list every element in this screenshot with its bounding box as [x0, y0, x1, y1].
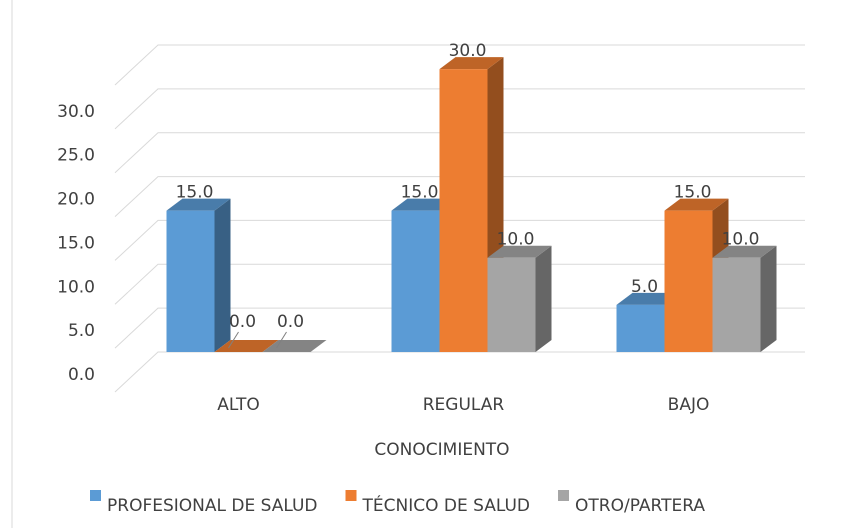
data-label: 10.0 — [497, 230, 535, 250]
y-tick-label: 30.0 — [57, 102, 95, 122]
data-label: 15.0 — [176, 183, 214, 203]
legend-swatch — [345, 490, 357, 501]
y-tick-label: 0.0 — [68, 365, 95, 385]
bar-top — [487, 245, 552, 258]
grid-line — [114, 351, 805, 393]
grid-line — [114, 219, 805, 261]
bar-top — [166, 198, 231, 211]
x-tick-label: REGULAR — [423, 395, 505, 415]
grid-line — [114, 263, 805, 305]
x-tick-label: ALTO — [217, 395, 260, 415]
y-tick-label: 5.0 — [68, 321, 95, 341]
grid-line — [114, 132, 805, 174]
bar-top — [664, 198, 729, 211]
data-label: 30.0 — [449, 41, 487, 61]
data-label: 10.0 — [722, 230, 760, 250]
data-label: 15.0 — [674, 183, 712, 203]
label-leader — [276, 331, 287, 349]
y-tick-label: 25.0 — [57, 146, 95, 166]
bar-front — [391, 210, 440, 352]
bar-side — [760, 245, 777, 352]
x-tick-label: BAJO — [668, 395, 710, 415]
bar — [487, 245, 552, 352]
y-tick-label: 20.0 — [57, 190, 95, 210]
bar — [214, 340, 279, 352]
bar-front — [487, 257, 536, 352]
bar-side — [535, 245, 552, 352]
data-label: 0.0 — [229, 312, 256, 332]
bar — [166, 198, 231, 352]
data-label: 5.0 — [631, 277, 658, 297]
data-label: 15.0 — [401, 183, 439, 203]
bar-front — [664, 210, 713, 352]
legend-label: OTRO/PARTERA — [575, 496, 705, 516]
grid-line — [114, 176, 805, 217]
bar-top — [439, 57, 504, 70]
bar-front — [439, 69, 488, 353]
bar-front — [712, 257, 761, 352]
y-tick-label: 15.0 — [57, 233, 95, 253]
legend-swatch — [558, 490, 570, 501]
bar-top — [712, 245, 777, 258]
data-label: 0.0 — [277, 312, 304, 332]
bar — [262, 340, 327, 352]
bar-front — [616, 304, 665, 352]
grid-line — [114, 307, 805, 349]
bar — [712, 245, 777, 352]
label-leader — [228, 331, 239, 349]
legend-label: TÉCNICO DE SALUD — [362, 494, 531, 516]
x-axis-title: CONOCIMIENTO — [374, 440, 509, 460]
y-tick-label: 10.0 — [57, 277, 95, 297]
legend-swatch — [90, 490, 101, 501]
grid-line — [114, 44, 805, 86]
bar-top — [262, 340, 327, 352]
grid-line — [114, 88, 805, 130]
bar-side — [214, 198, 231, 352]
legend-label: PROFESIONAL DE SALUD — [107, 496, 318, 516]
bar-top — [214, 340, 279, 352]
bar-front — [166, 210, 215, 352]
